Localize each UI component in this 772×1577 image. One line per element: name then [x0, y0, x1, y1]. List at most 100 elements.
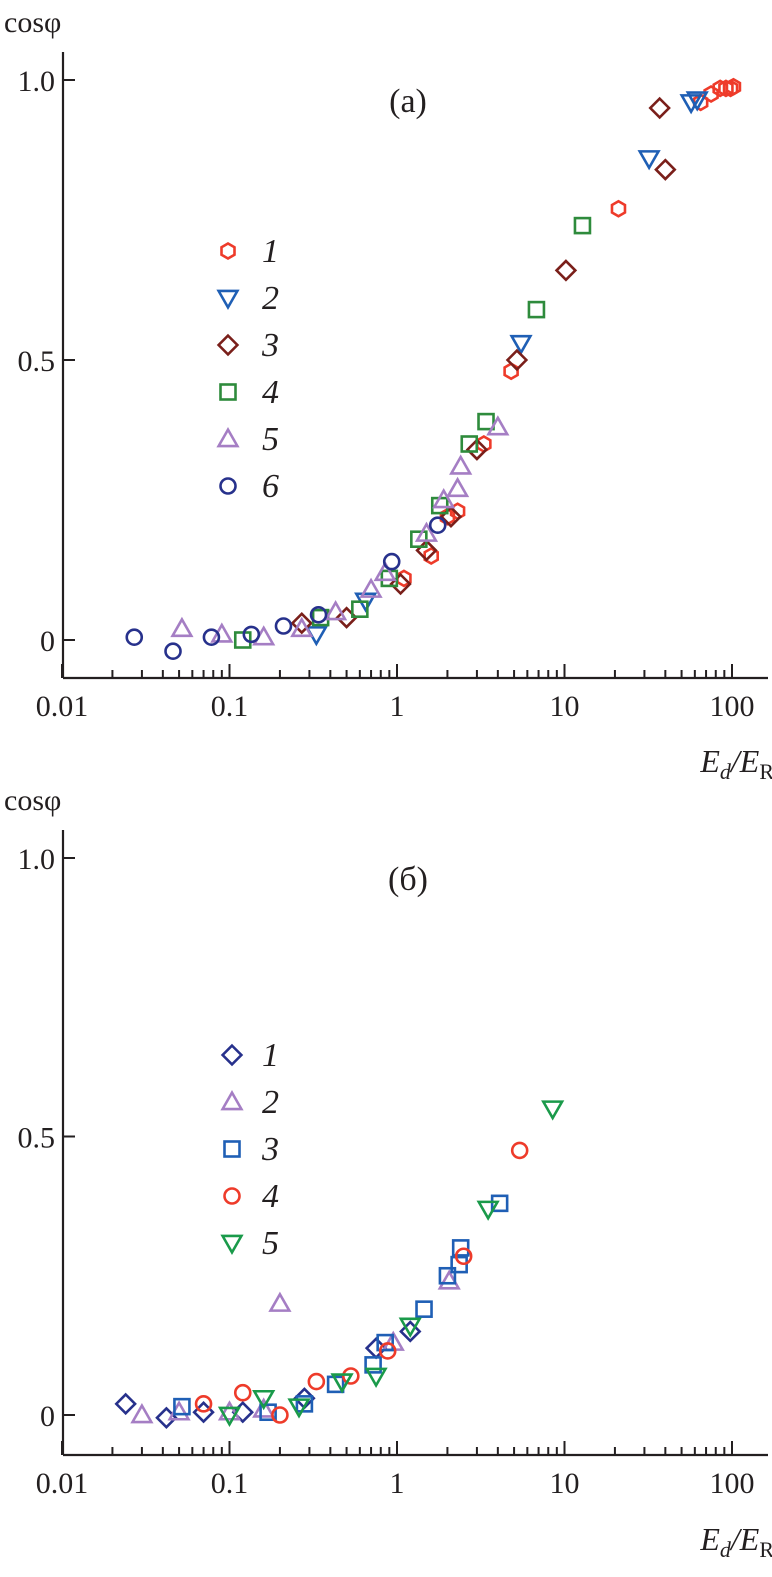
data-point — [287, 1398, 311, 1419]
data-point — [309, 605, 328, 624]
legend-marker — [216, 427, 240, 448]
data-point — [610, 199, 627, 218]
data-point — [449, 454, 473, 475]
x-tick-label: 0.1 — [211, 1467, 249, 1500]
data-point — [637, 150, 661, 171]
x-tick-label: 100 — [710, 690, 755, 723]
data-point — [210, 622, 234, 643]
data-point — [295, 1395, 314, 1413]
data-point — [438, 1266, 457, 1285]
data-point — [359, 577, 383, 598]
data-point — [451, 1239, 470, 1257]
x-tick-label: 100 — [710, 1467, 755, 1500]
y-tick-label: 0 — [40, 1400, 55, 1433]
x-tick-label: 1 — [390, 1467, 405, 1500]
y-tick-label: 0.5 — [18, 345, 56, 378]
data-point — [373, 560, 397, 582]
data-point — [326, 1375, 345, 1394]
data-point — [486, 415, 510, 436]
y-tick-label: 0.5 — [18, 1122, 56, 1155]
legend-marker — [216, 289, 240, 310]
y-tick-label: 1.0 — [18, 65, 56, 98]
data-point — [271, 1406, 289, 1424]
legend-label: 5 — [262, 1225, 279, 1262]
data-point — [217, 1400, 242, 1421]
data-point — [423, 546, 439, 566]
data-point — [722, 79, 739, 98]
legend-marker — [219, 383, 237, 401]
data-point — [274, 617, 293, 635]
data-point — [164, 642, 182, 661]
data-point — [217, 1406, 242, 1427]
x-tick-label: 0.01 — [36, 690, 89, 723]
legend-label: 1 — [262, 1037, 279, 1074]
legend-marker — [220, 1043, 244, 1067]
data-point — [679, 94, 703, 115]
legend-marker — [216, 333, 240, 357]
data-point — [252, 1389, 276, 1411]
data-point — [725, 77, 742, 96]
data-point — [194, 1395, 213, 1413]
data-point — [364, 1356, 382, 1374]
x-tick-label: 10 — [550, 690, 580, 723]
data-point — [432, 488, 456, 509]
data-point — [130, 1403, 154, 1424]
series-5 — [217, 1100, 565, 1427]
legend-marker — [220, 241, 236, 261]
data-point — [252, 1397, 276, 1418]
data-point — [718, 79, 734, 98]
legend-label: 3 — [261, 1131, 279, 1168]
data-point — [685, 91, 709, 112]
legend-label: 3 — [261, 327, 279, 364]
data-point — [233, 1383, 252, 1402]
series-5 — [170, 415, 510, 646]
legend-marker — [220, 1234, 244, 1255]
legend-label: 4 — [262, 1178, 279, 1215]
legend-marker — [223, 1140, 241, 1158]
data-point — [382, 552, 401, 571]
data-point — [476, 1200, 500, 1221]
data-point — [465, 438, 489, 461]
series-3 — [290, 96, 677, 635]
panel-b: 0 0.5 1.0 0.01 0.1 1 10 100 cosφ Ed/ER (б) 1 2 3 4 5 — [4, 784, 772, 1562]
panel-label: (a) — [389, 83, 427, 120]
data-point — [364, 1367, 388, 1389]
data-point — [378, 1342, 397, 1360]
data-point — [173, 1397, 191, 1416]
legend-label: 2 — [262, 1084, 279, 1121]
data-point — [330, 1373, 354, 1394]
data-point — [242, 625, 261, 644]
data-point — [125, 628, 144, 647]
legend: 1 2 3 4 5 6 — [216, 233, 279, 505]
data-point — [454, 1247, 473, 1266]
data-point — [259, 1403, 277, 1422]
data-point — [114, 1392, 137, 1416]
data-point — [290, 611, 313, 635]
data-point — [703, 84, 719, 104]
x-tick-label: 0.1 — [211, 690, 249, 723]
data-point — [202, 628, 221, 647]
x-tick-label: 10 — [550, 1467, 580, 1500]
series-4 — [233, 216, 592, 649]
series-6 — [125, 516, 447, 661]
x-axis-title: Ed/ER — [699, 1521, 772, 1562]
data-point — [510, 1141, 529, 1160]
data-point — [648, 96, 671, 120]
data-point — [509, 334, 533, 356]
data-point — [503, 362, 519, 381]
legend-label: 6 — [262, 468, 279, 505]
data-point — [415, 1300, 433, 1318]
series-4 — [194, 1141, 529, 1424]
data-point — [307, 1372, 326, 1391]
data-point — [490, 1194, 509, 1213]
data-point — [414, 521, 439, 542]
data-point — [460, 435, 479, 453]
legend-marker — [219, 477, 237, 495]
series-1 — [114, 1320, 422, 1429]
legend-label: 4 — [262, 374, 279, 411]
data-point — [167, 1400, 191, 1421]
data-point — [541, 1100, 565, 1121]
data-point — [398, 1317, 422, 1338]
data-point — [654, 158, 677, 181]
